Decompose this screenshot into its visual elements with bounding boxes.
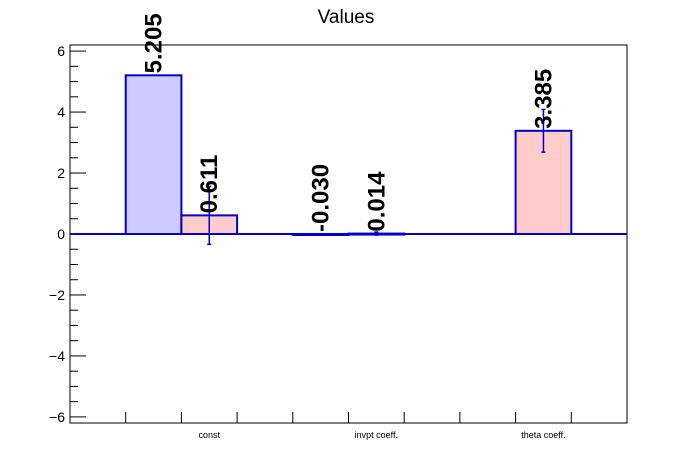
y-tick-label: −6 (49, 409, 65, 425)
bar (514, 129, 573, 236)
bar-value-label: 0.014 (363, 171, 390, 232)
y-tick-label: 0 (57, 226, 65, 242)
y-tick-label: −2 (49, 287, 65, 303)
data-labels: 5.205 0.611 -0.030 0.014 3.385 (141, 13, 558, 232)
y-tick-label: 4 (57, 104, 65, 120)
bar-value-label: -0.030 (308, 164, 335, 232)
bar-value-label: 5.205 (141, 13, 168, 73)
y-tick-label: 6 (57, 43, 65, 59)
bar-value-label: 0.611 (196, 155, 223, 214)
bar (124, 74, 183, 235)
bar-value-label: 3.385 (530, 69, 557, 129)
y-tick-label: −4 (49, 348, 65, 364)
y-tick-label: 2 (57, 165, 65, 181)
x-category-label: invpt coeff. (355, 430, 398, 440)
x-axis: const invpt coeff. theta coeff. (125, 412, 572, 440)
x-category-label: const (198, 430, 220, 440)
chart-title: Values (318, 7, 375, 28)
bars (124, 74, 573, 246)
x-category-label: theta coeff. (521, 430, 565, 440)
